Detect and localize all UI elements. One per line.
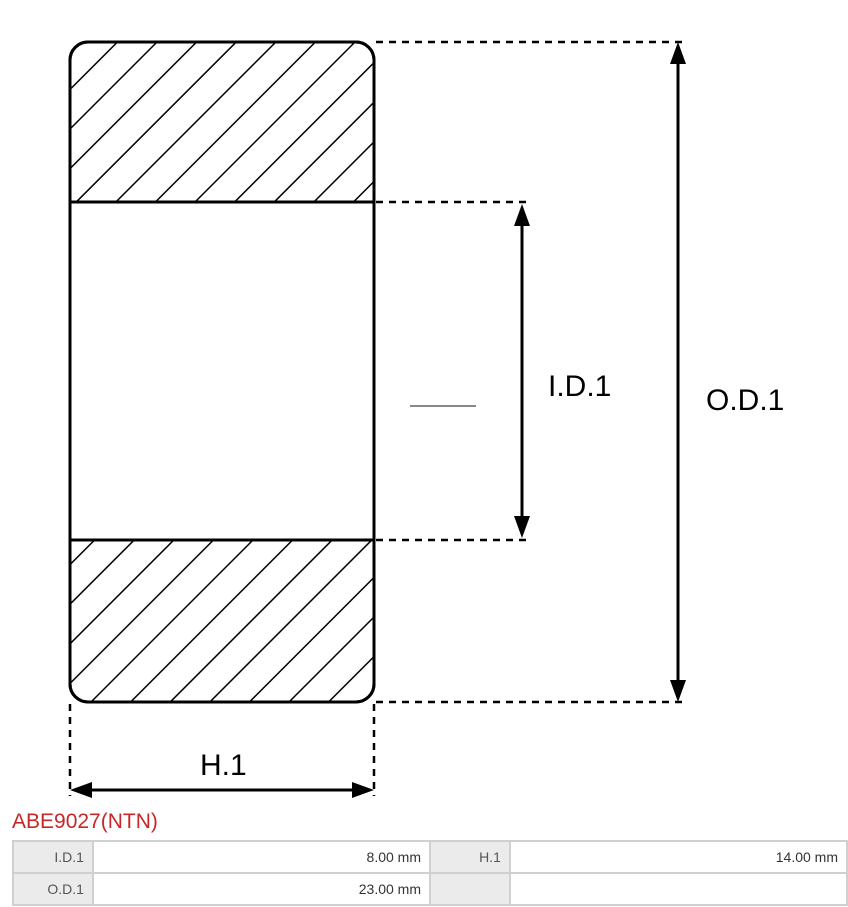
bottom-hatch <box>70 540 374 702</box>
od1-label: O.D.1 <box>706 384 784 417</box>
id1-label: I.D.1 <box>548 370 611 403</box>
product-code: ABE9027(NTN) <box>0 810 848 840</box>
page: O.D.1 I.D.1 H.1 ABE9027(NTN) I.D.1 8.00 … <box>0 0 848 906</box>
h1-label: H.1 <box>200 749 247 782</box>
table-row: O.D.1 23.00 mm <box>13 873 847 905</box>
top-hatch <box>70 42 374 202</box>
spec-table: I.D.1 8.00 mm H.1 14.00 mm O.D.1 23.00 m… <box>12 840 848 906</box>
od1-dimension: O.D.1 <box>670 42 784 702</box>
spec-value: 23.00 mm <box>93 873 430 905</box>
spec-label: H.1 <box>430 841 510 873</box>
h1-dimension: H.1 <box>70 749 374 798</box>
spec-label <box>430 873 510 905</box>
spec-value <box>510 873 847 905</box>
spec-label: O.D.1 <box>13 873 93 905</box>
table-row: I.D.1 8.00 mm H.1 14.00 mm <box>13 841 847 873</box>
spec-label: I.D.1 <box>13 841 93 873</box>
spec-value: 14.00 mm <box>510 841 847 873</box>
spec-value: 8.00 mm <box>93 841 430 873</box>
id1-dimension: I.D.1 <box>514 204 611 538</box>
diagram-svg: O.D.1 I.D.1 H.1 <box>0 0 848 810</box>
bearing-diagram: O.D.1 I.D.1 H.1 <box>0 0 848 810</box>
